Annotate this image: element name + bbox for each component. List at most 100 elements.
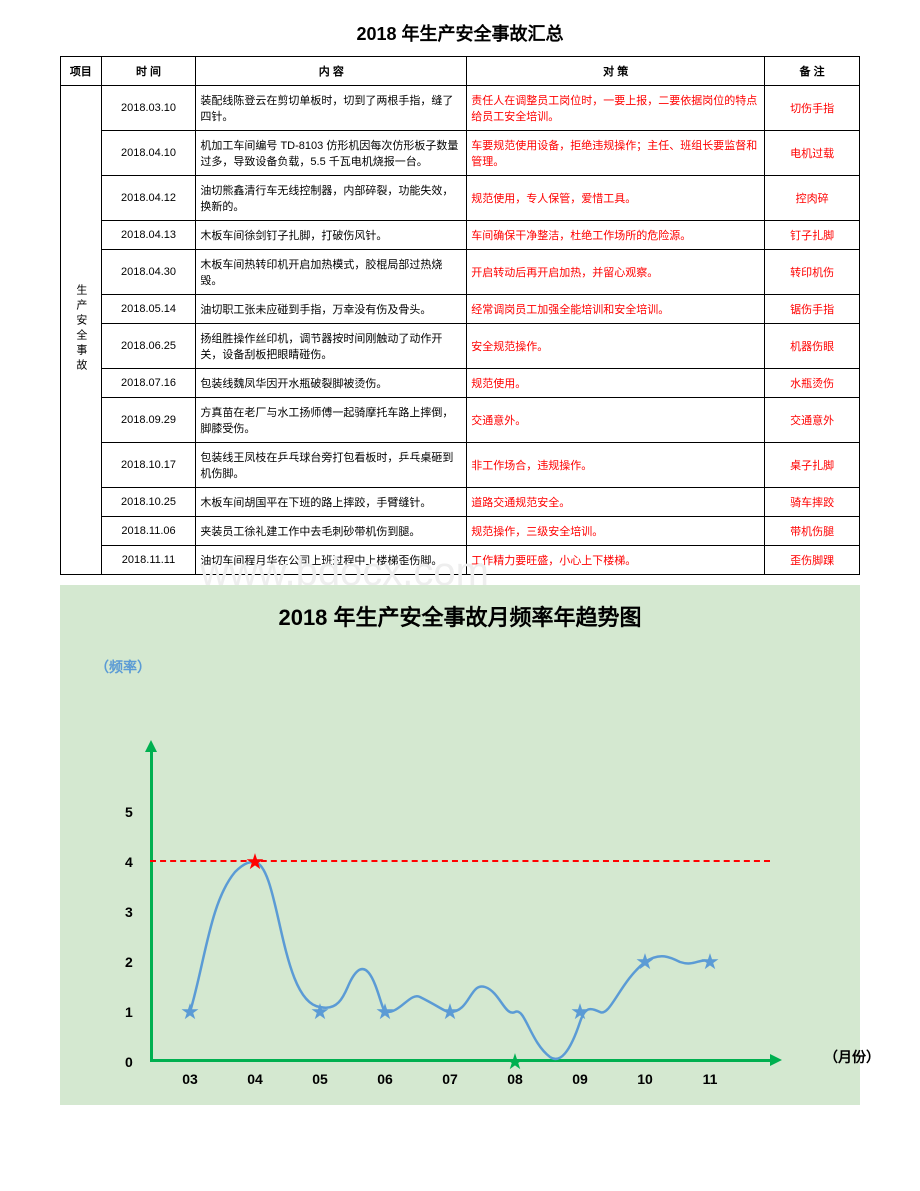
x-tick: 10 [637, 1071, 653, 1087]
content-cell: 油切车间程月华在公司上班过程中上楼梯歪伤脚。 [196, 546, 467, 575]
content-cell: 包装线魏凤华因开水瓶破裂脚被烫伤。 [196, 369, 467, 398]
x-axis-label: （月份） [824, 1047, 880, 1067]
x-tick: 06 [377, 1071, 393, 1087]
note-cell: 桌子扎脚 [765, 443, 860, 488]
y-tick: 5 [125, 804, 133, 820]
date-cell: 2018.04.30 [101, 250, 196, 295]
date-cell: 2018.10.25 [101, 488, 196, 517]
table-row: 2018.04.13木板车间徐剑钉子扎脚，打破伤风针。车间确保干净整洁，杜绝工作… [61, 221, 860, 250]
content-cell: 方真苗在老厂与水工扬师傅一起骑摩托车路上摔倒，脚膝受伤。 [196, 398, 467, 443]
measure-cell: 交通意外。 [467, 398, 765, 443]
date-cell: 2018.03.10 [101, 86, 196, 131]
table-row: 2018.05.14油切职工张未应碰到手指，万幸没有伤及骨头。经常调岗员工加强全… [61, 295, 860, 324]
note-cell: 交通意外 [765, 398, 860, 443]
note-cell: 骑车摔跤 [765, 488, 860, 517]
content-cell: 木板车间徐剑钉子扎脚，打破伤风针。 [196, 221, 467, 250]
table-row: 2018.06.25扬组胜操作丝印机，调节器按时间刚触动了动作开关，设备刮板把眼… [61, 324, 860, 369]
content-cell: 包装线王凤枝在乒乓球台旁打包看板时，乒乓桌砸到机伤脚。 [196, 443, 467, 488]
note-cell: 转印机伤 [765, 250, 860, 295]
x-tick: 09 [572, 1071, 588, 1087]
measure-cell: 车间确保干净整洁，杜绝工作场所的危险源。 [467, 221, 765, 250]
y-tick: 4 [125, 854, 133, 870]
y-tick: 1 [125, 1004, 133, 1020]
date-cell: 2018.04.12 [101, 176, 196, 221]
date-cell: 2018.04.13 [101, 221, 196, 250]
x-tick: 11 [703, 1071, 718, 1087]
measure-cell: 工作精力要旺盛，小心上下楼梯。 [467, 546, 765, 575]
header-date: 时 间 [101, 57, 196, 86]
date-cell: 2018.04.10 [101, 131, 196, 176]
date-cell: 2018.05.14 [101, 295, 196, 324]
header-note: 备 注 [765, 57, 860, 86]
table-row: 2018.10.17包装线王凤枝在乒乓球台旁打包看板时，乒乓桌砸到机伤脚。非工作… [61, 443, 860, 488]
data-point-star: ★ [700, 949, 720, 975]
x-tick: 07 [442, 1071, 458, 1087]
data-point-star: ★ [180, 999, 200, 1025]
data-point-star: ★ [505, 1049, 525, 1075]
date-cell: 2018.10.17 [101, 443, 196, 488]
y-tick: 3 [125, 904, 133, 920]
measure-cell: 规范操作，三级安全培训。 [467, 517, 765, 546]
table-row: 2018.11.06夹装员工徐礼建工作中去毛刺砂带机伤到腿。规范操作，三级安全培… [61, 517, 860, 546]
measure-cell: 责任人在调整员工岗位时，一要上报，二要依据岗位的特点给员工安全培训。 [467, 86, 765, 131]
note-cell: 水瓶烫伤 [765, 369, 860, 398]
header-content: 内 容 [196, 57, 467, 86]
incidents-table: 项目 时 间 内 容 对 策 备 注 生产安全事故2018.03.10装配线陈登… [60, 56, 860, 575]
note-cell: 锯伤手指 [765, 295, 860, 324]
measure-cell: 经常调岗员工加强全能培训和安全培训。 [467, 295, 765, 324]
y-axis-label: （频率） [95, 657, 151, 677]
note-cell: 带机伤腿 [765, 517, 860, 546]
date-cell: 2018.11.11 [101, 546, 196, 575]
note-cell: 控肉碎 [765, 176, 860, 221]
table-row: 2018.04.10机加工车间编号 TD-8103 仿形机因每次仿形板子数量过多… [61, 131, 860, 176]
table-row: 2018.04.30木板车间热转印机开启加热模式，胶棍局部过热烧毁。开启转动后再… [61, 250, 860, 295]
header-project: 项目 [61, 57, 102, 86]
table-row: 生产安全事故2018.03.10装配线陈登云在剪切单板时，切到了两根手指，缝了四… [61, 86, 860, 131]
x-tick: 04 [247, 1071, 263, 1087]
content-cell: 油切职工张未应碰到手指，万幸没有伤及骨头。 [196, 295, 467, 324]
date-cell: 2018.06.25 [101, 324, 196, 369]
table-row: 2018.09.29方真苗在老厂与水工扬师傅一起骑摩托车路上摔倒，脚膝受伤。交通… [61, 398, 860, 443]
table-row: 2018.11.11油切车间程月华在公司上班过程中上楼梯歪伤脚。工作精力要旺盛，… [61, 546, 860, 575]
chart-container: 2018 年生产安全事故月频率年趋势图 （频率） （月份） 012345 030… [60, 585, 860, 1105]
data-point-star: ★ [635, 949, 655, 975]
note-cell: 电机过载 [765, 131, 860, 176]
category-cell: 生产安全事故 [61, 86, 102, 575]
chart-title: 2018 年生产安全事故月频率年趋势图 [90, 600, 830, 632]
note-cell: 机器伤眼 [765, 324, 860, 369]
date-cell: 2018.11.06 [101, 517, 196, 546]
table-row: 2018.10.25木板车间胡国平在下班的路上摔跤，手臂缝针。道路交通规范安全。… [61, 488, 860, 517]
note-cell: 钉子扎脚 [765, 221, 860, 250]
note-cell: 歪伤脚踝 [765, 546, 860, 575]
measure-cell: 车要规范使用设备，拒绝违规操作；主任、班组长要监督和管理。 [467, 131, 765, 176]
data-point-star: ★ [375, 999, 395, 1025]
table-row: 2018.07.16包装线魏凤华因开水瓶破裂脚被烫伤。规范使用。水瓶烫伤 [61, 369, 860, 398]
table-title: 2018 年生产安全事故汇总 [60, 20, 860, 46]
x-tick: 05 [312, 1071, 328, 1087]
data-point-star: ★ [570, 999, 590, 1025]
header-measure: 对 策 [467, 57, 765, 86]
content-cell: 夹装员工徐礼建工作中去毛刺砂带机伤到腿。 [196, 517, 467, 546]
date-cell: 2018.07.16 [101, 369, 196, 398]
data-point-star: ★ [440, 999, 460, 1025]
measure-cell: 规范使用。 [467, 369, 765, 398]
date-cell: 2018.09.29 [101, 398, 196, 443]
note-cell: 切伤手指 [765, 86, 860, 131]
measure-cell: 开启转动后再开启加热，并留心观察。 [467, 250, 765, 295]
content-cell: 油切熊鑫清行车无线控制器，内部碎裂，功能失效，换新的。 [196, 176, 467, 221]
content-cell: 装配线陈登云在剪切单板时，切到了两根手指，缝了四针。 [196, 86, 467, 131]
content-cell: 木板车间胡国平在下班的路上摔跤，手臂缝针。 [196, 488, 467, 517]
data-point-star: ★ [310, 999, 330, 1025]
x-tick: 03 [182, 1071, 198, 1087]
trend-curve [150, 752, 800, 1062]
content-cell: 机加工车间编号 TD-8103 仿形机因每次仿形板子数量过多，导致设备负载，5.… [196, 131, 467, 176]
measure-cell: 规范使用，专人保管，爱惜工具。 [467, 176, 765, 221]
y-tick: 2 [125, 954, 133, 970]
y-tick: 0 [125, 1054, 133, 1070]
content-cell: 扬组胜操作丝印机，调节器按时间刚触动了动作开关，设备刮板把眼睛碰伤。 [196, 324, 467, 369]
measure-cell: 非工作场合，违规操作。 [467, 443, 765, 488]
chart-area: （频率） （月份） 012345 030405060708091011 ★★★★… [150, 682, 830, 1062]
data-point-star: ★ [245, 849, 265, 875]
content-cell: 木板车间热转印机开启加热模式，胶棍局部过热烧毁。 [196, 250, 467, 295]
table-row: 2018.04.12油切熊鑫清行车无线控制器，内部碎裂，功能失效，换新的。规范使… [61, 176, 860, 221]
